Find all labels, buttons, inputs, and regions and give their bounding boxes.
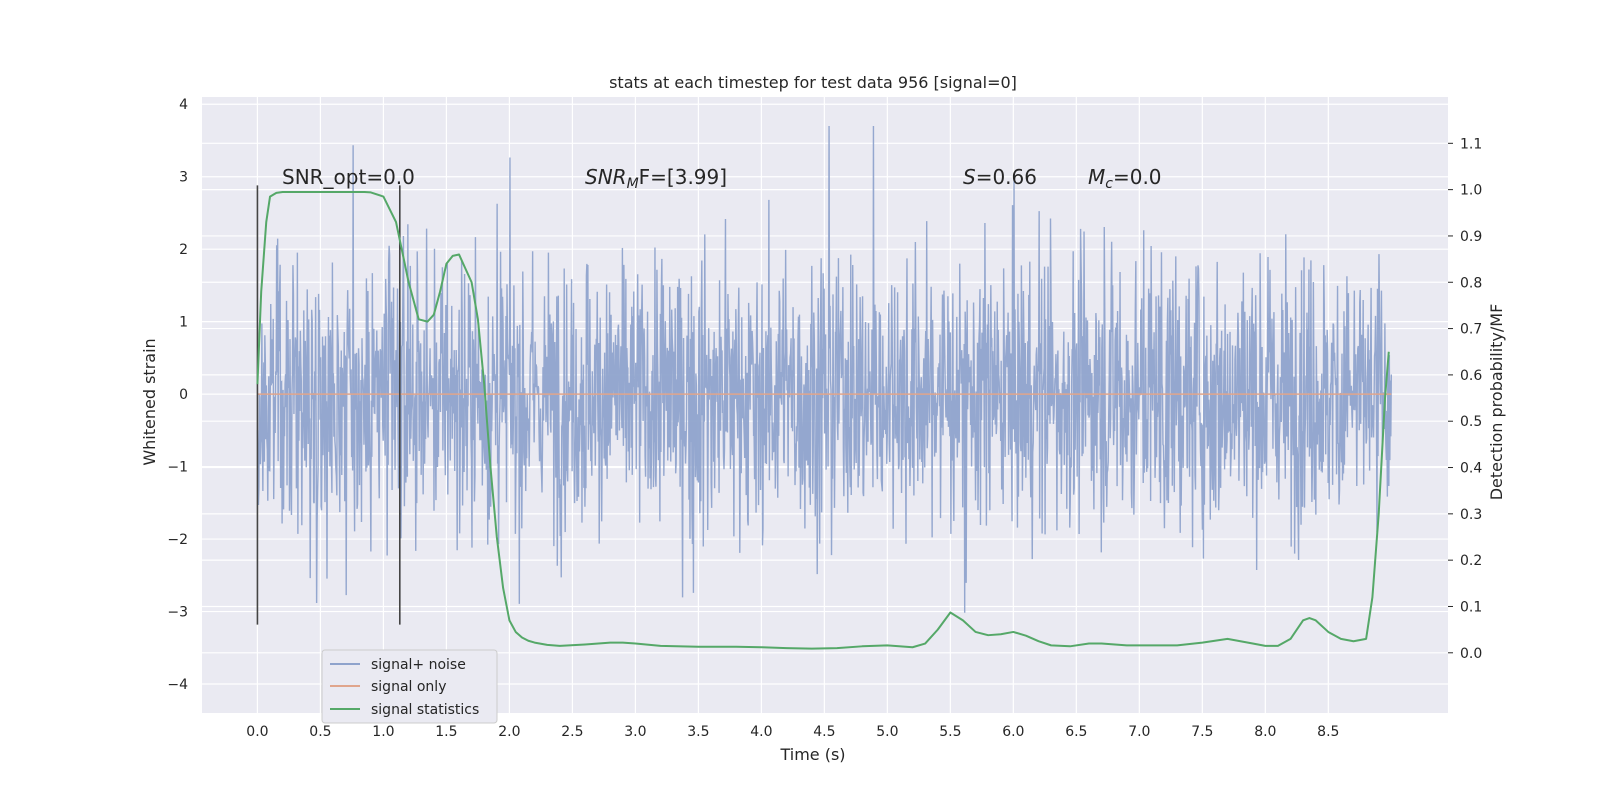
y-left-tick-label: −3 (167, 605, 188, 621)
x-tick-label: 7.5 (1191, 724, 1213, 740)
x-axis-label: Time (s) (779, 745, 845, 764)
legend-box (321, 649, 498, 724)
x-tick-label: 6.5 (1065, 724, 1087, 740)
annotation-s-value: =0.66 (976, 165, 1037, 189)
y-right-tick-label: 0.2 (1460, 553, 1482, 569)
y-axis-label-left: Whitened strain (140, 338, 159, 465)
x-tick-label: 3.0 (624, 724, 646, 740)
y-left-tick-label: 4 (179, 97, 188, 113)
y-right-tick-label: 0.4 (1460, 461, 1482, 477)
y-right-tick-label: 0.3 (1460, 507, 1482, 523)
y-right-tick-label: 0.8 (1460, 275, 1482, 291)
x-tick-label: 2.0 (498, 724, 520, 740)
chart-title: stats at each timestep for test data 956… (609, 73, 1017, 92)
series-line-signal-statistics (256, 190, 1390, 650)
y-right-tick-label: 1.0 (1460, 183, 1482, 199)
y-left-tick-label: −1 (167, 460, 188, 476)
x-tick-label: 3.5 (687, 724, 709, 740)
x-tick-label: 0.5 (309, 724, 331, 740)
y-right-tick-label: 1.1 (1460, 136, 1482, 152)
x-tick-label: 5.0 (876, 724, 898, 740)
y-left-tick-label: 3 (179, 170, 188, 186)
y-left-tick-label: −2 (167, 532, 188, 548)
annotation-mc-sub: c (1105, 176, 1113, 192)
y-left-tick-label: −4 (167, 677, 188, 693)
annotation-snr-mf-sub: M (627, 176, 639, 192)
annotation-s-prefix: S (963, 165, 976, 189)
legend-label-signal-only: signal only (371, 679, 446, 695)
y-right-tick-label: 0.7 (1460, 322, 1482, 338)
annotation-snr-mf-suffix: F=[3.99] (639, 165, 727, 189)
x-tick-label: 2.5 (561, 724, 583, 740)
annotation-mc: Mc=0.0 (1088, 165, 1162, 192)
vertical-markers (256, 185, 401, 625)
x-tick-label: 8.0 (1254, 724, 1276, 740)
y-axis-label-right: Detection probability/MF (1487, 304, 1506, 501)
x-tick-label: 8.5 (1317, 724, 1339, 740)
y-right-tick-label: 0.1 (1460, 599, 1482, 615)
y-left-tick-label: 2 (179, 242, 188, 258)
legend-label-signal-statistics: signal statistics (371, 702, 479, 718)
x-tick-label: 5.5 (939, 724, 961, 740)
x-tick-label: 1.5 (435, 724, 457, 740)
y-right-tick-label: 0.9 (1460, 229, 1482, 245)
annotation-mc-prefix: M (1088, 165, 1105, 189)
x-tick-label: 4.0 (750, 724, 772, 740)
annotation-s: S=0.66 (963, 165, 1037, 189)
x-tick-label: 7.0 (1128, 724, 1150, 740)
annotation-snr-mf: SNRMF=[3.99] (585, 165, 727, 192)
y-right-tick-label: 0.6 (1460, 368, 1482, 384)
y-left-tick-label: 0 (179, 387, 188, 403)
x-tick-label: 1.0 (372, 724, 394, 740)
annotation-snr-mf-prefix: SNR (585, 165, 627, 189)
y-right-tick-label: 0.5 (1460, 414, 1482, 430)
tick-labels: 0.0 0.5 1.0 1.5 2.0 2.5 3.0 3.5 4.0 4.5 5.0 5.5 6.0 6… (167, 97, 1482, 740)
legend: signal+ noise signal only signal statist… (321, 649, 498, 724)
series-signal-statistics (256, 190, 1390, 650)
annotation-mc-value: =0.0 (1113, 165, 1162, 189)
y-right-tick-label: 0.0 (1460, 646, 1482, 662)
series-line-signal-noise (256, 125, 1393, 613)
x-tick-label: 0.0 (246, 724, 268, 740)
series-signal-noise (256, 125, 1393, 613)
x-tick-label: 4.5 (813, 724, 835, 740)
annotation-snr-opt: SNR_opt=0.0 (282, 165, 415, 189)
y-left-tick-label: 1 (179, 315, 188, 331)
x-tick-label: 6.0 (1002, 724, 1024, 740)
legend-label-signal-noise: signal+ noise (371, 657, 466, 673)
